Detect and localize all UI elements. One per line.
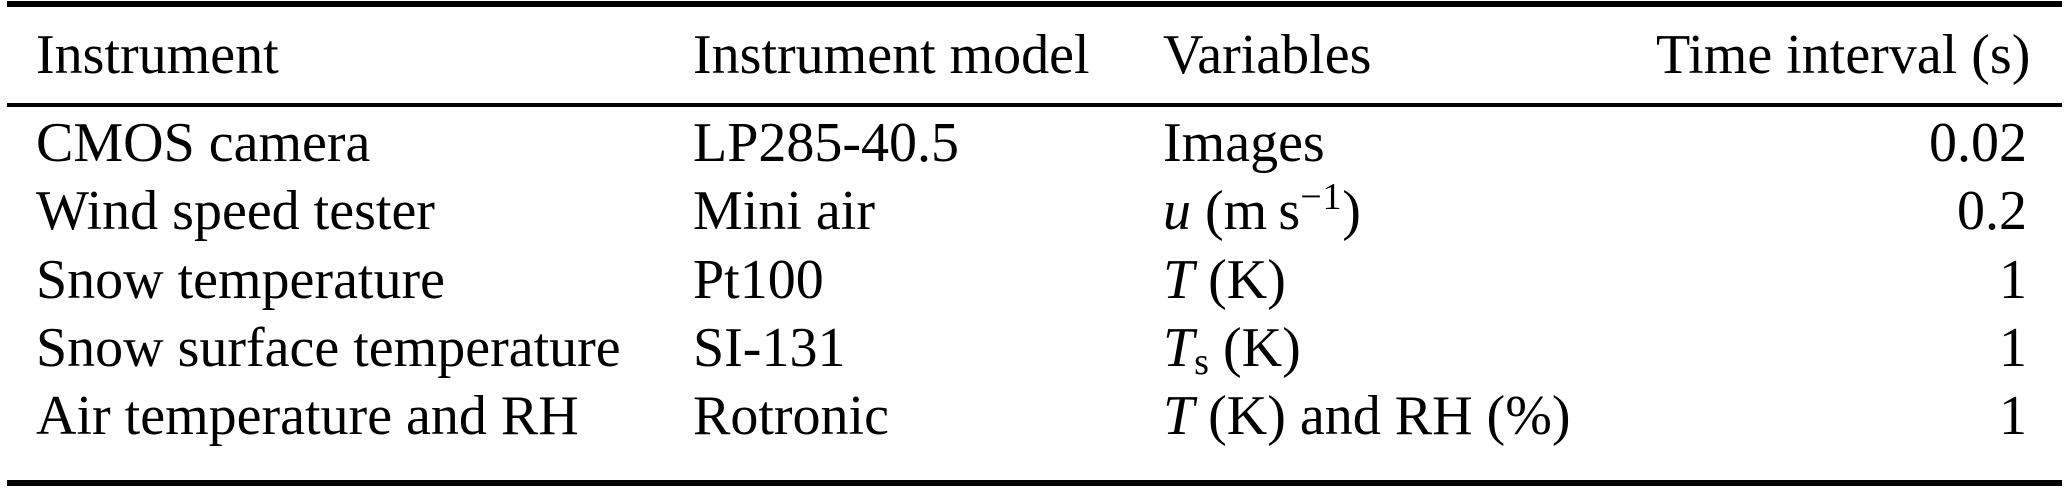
table-bottom-rule <box>7 480 2062 486</box>
cell-instrument-model: LP285-40.5 <box>693 112 959 175</box>
table-row: Snow temperature Pt100 T (K) 1 <box>36 246 2027 314</box>
table-row: Air temperature and RH Rotronic T (K) and … <box>36 383 2027 451</box>
cell-variables: u (m s−1) <box>1163 176 1656 243</box>
variable-segment: (K) and RH (%) <box>1194 385 1571 448</box>
variable-segment: T <box>1163 248 1195 311</box>
table-row: Wind speed tester Mini air u (m s−1) 0.2 <box>36 176 2027 246</box>
column-header-instrument: Instrument <box>36 24 279 87</box>
table-header-rule <box>7 103 2062 107</box>
column-header-instrument-model: Instrument model <box>693 24 1090 87</box>
variable-segment: (m s <box>1191 180 1301 243</box>
column-header-variables: Variables <box>1163 24 1372 87</box>
cell-instrument: Air temperature and RH <box>36 385 579 448</box>
table-row: CMOS camera LP285-40.5 Images 0.02 <box>36 110 2027 178</box>
cell-instrument: CMOS camera <box>36 112 371 175</box>
cell-instrument: Snow surface temperature <box>36 316 621 379</box>
variable-segment: u <box>1163 180 1191 243</box>
cell-time-interval: 1 <box>1999 316 2027 379</box>
cell-variables: Ts (K) <box>1163 316 1656 384</box>
table-body: CMOS camera LP285-40.5 Images 0.02 Wind spee… <box>36 110 2027 451</box>
variable-segment: (K) <box>1208 316 1301 379</box>
cell-instrument-model: Mini air <box>693 180 875 243</box>
cell-instrument-model: Pt100 <box>693 248 824 311</box>
variable-segment: Images <box>1163 112 1325 175</box>
variable-segment: −1 <box>1300 175 1343 218</box>
table-header-row: Instrument Instrument model Variables Ti… <box>36 14 2031 98</box>
cell-variables: Images <box>1163 112 1656 175</box>
cell-instrument-model: Rotronic <box>693 385 889 448</box>
cell-time-interval: 0.02 <box>1929 112 2027 175</box>
cell-time-interval: 1 <box>1999 385 2027 448</box>
cell-instrument: Snow temperature <box>36 248 445 311</box>
variable-segment: s <box>1194 341 1209 384</box>
variable-segment: T <box>1163 385 1195 448</box>
cell-time-interval: 1 <box>1999 248 2027 311</box>
variable-segment: T <box>1163 316 1195 379</box>
variable-segment: (K) <box>1194 248 1286 311</box>
cell-variables: T (K) <box>1163 248 1656 312</box>
cell-instrument-model: SI-131 <box>693 316 846 379</box>
cell-instrument: Wind speed tester <box>36 180 435 243</box>
cell-variables: T (K) and RH (%) <box>1163 385 1656 448</box>
table-top-rule <box>7 1 2062 7</box>
cell-time-interval: 0.2 <box>1957 180 2027 243</box>
table-row: Snow surface temperature SI-131 Ts (K) 1 <box>36 315 2027 383</box>
variable-segment: ) <box>1342 180 1361 243</box>
column-header-time-interval: Time interval (s) <box>1656 24 2031 87</box>
